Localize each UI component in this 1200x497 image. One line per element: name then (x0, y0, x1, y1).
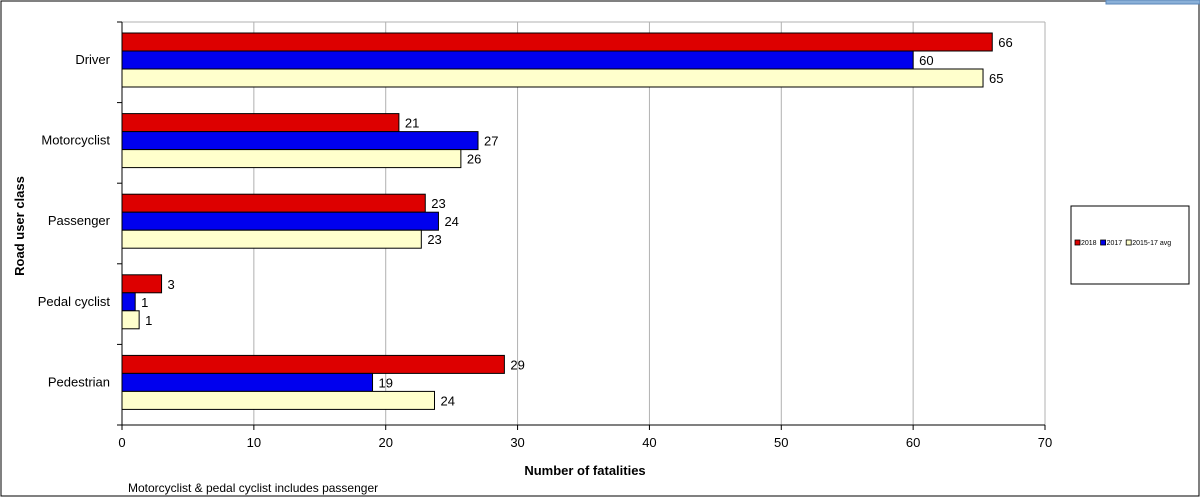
data-label: 23 (431, 196, 445, 211)
bars (121, 32, 993, 410)
x-tick-label: 70 (1038, 435, 1052, 450)
bar (121, 310, 140, 330)
data-label: 66 (998, 35, 1012, 50)
bar (121, 68, 984, 88)
x-tick-label: 0 (118, 435, 125, 450)
bar (121, 193, 426, 213)
bar (121, 50, 914, 70)
data-label: 29 (510, 357, 524, 372)
legend-swatch (1125, 239, 1132, 246)
x-tick-label: 10 (247, 435, 261, 450)
x-tick-label: 50 (774, 435, 788, 450)
data-label: 27 (484, 134, 498, 149)
bar (121, 113, 400, 133)
bar (121, 354, 505, 374)
data-label: 3 (168, 277, 175, 292)
y-category-label: Passenger (48, 213, 111, 228)
y-axis-title: Road user class (12, 176, 27, 276)
legend-swatch (1074, 239, 1081, 246)
data-label: 21 (405, 116, 419, 131)
footnote: Motorcyclist & pedal cyclist includes pa… (128, 481, 378, 495)
data-label: 24 (441, 393, 455, 408)
y-category-label: Pedal cyclist (38, 294, 111, 309)
data-label: 1 (141, 295, 148, 310)
x-tick-label: 30 (510, 435, 524, 450)
legend-label: 2018 (1081, 240, 1097, 247)
data-label: 24 (444, 214, 458, 229)
y-category-label: Driver (75, 52, 110, 67)
x-axis-title: Number of fatalities (524, 463, 645, 478)
bar (121, 372, 374, 392)
legend-label: 2015-17 avg (1132, 240, 1171, 247)
data-label: 19 (379, 375, 393, 390)
bar (121, 390, 436, 410)
data-label: 23 (427, 232, 441, 247)
legend-swatch (1100, 239, 1106, 246)
axes: 0 10 20 30 40 50 60 70 Driver Motorcyclist Passeng… (38, 21, 1052, 450)
bar (121, 32, 993, 52)
bar (121, 149, 462, 169)
legend: 2018 2017 2015-17 avg (1074, 239, 1171, 247)
data-label: 1 (145, 313, 152, 328)
bar (121, 211, 439, 231)
data-label: 60 (919, 53, 933, 68)
x-tick-label: 20 (378, 435, 392, 450)
data-label: 65 (989, 71, 1003, 86)
y-category-label: Motorcyclist (41, 133, 110, 148)
bar (121, 274, 163, 294)
window-tab (1105, 0, 1200, 5)
bar (121, 229, 422, 249)
legend-label: 2017 (1107, 240, 1123, 247)
x-tick-label: 60 (906, 435, 920, 450)
y-category-label: Pedestrian (48, 374, 110, 389)
bar (121, 292, 136, 312)
data-label: 26 (467, 152, 481, 167)
bar (121, 131, 479, 151)
x-tick-label: 40 (642, 435, 656, 450)
